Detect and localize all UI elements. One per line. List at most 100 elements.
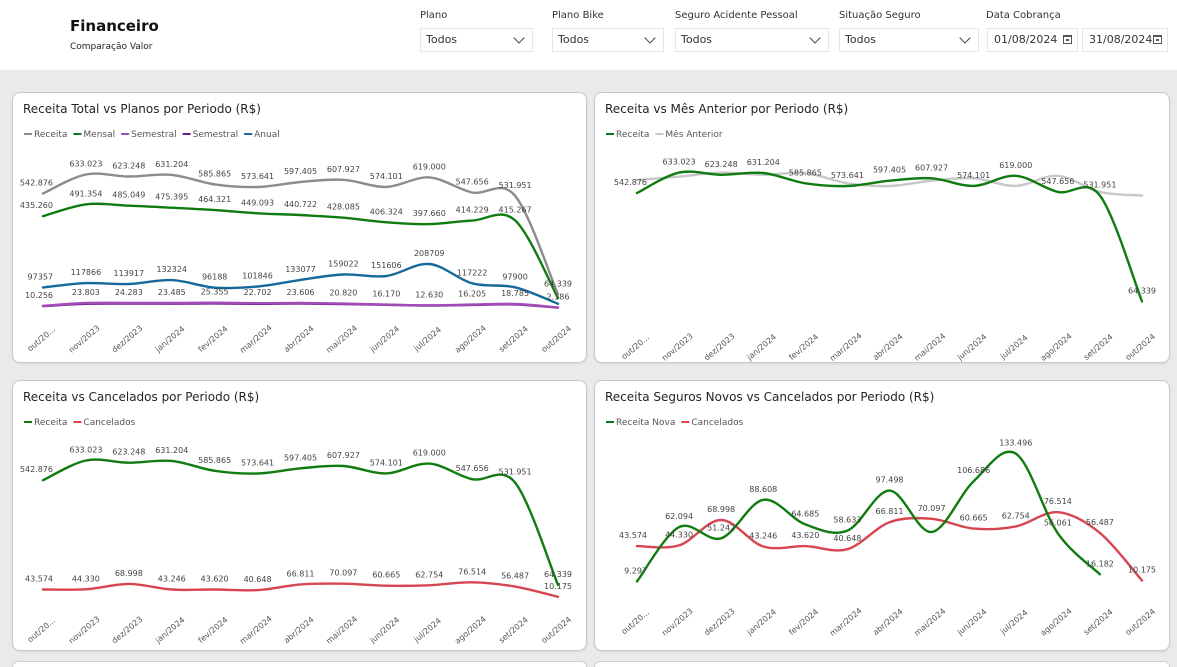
data-label: 542.876: [614, 178, 647, 187]
x-tick-label: fev/2024: [197, 324, 230, 354]
series-line[interactable]: [635, 510, 1144, 582]
data-label: 435.260: [20, 201, 53, 210]
legend-item[interactable]: Cancelados: [73, 418, 136, 428]
plano-value: Todos: [426, 33, 458, 46]
data-label: 62.754: [1002, 511, 1030, 520]
seguro-acidente-dropdown[interactable]: Todos: [675, 28, 829, 52]
series-line[interactable]: [635, 170, 1144, 303]
data-label: 70.097: [918, 504, 946, 513]
data-label: 607.927: [327, 165, 360, 174]
x-tick-label: abr/2024: [282, 324, 316, 354]
page-title: Financeiro: [70, 17, 159, 35]
legend-label: Cancelados: [83, 418, 135, 428]
date-end-input[interactable]: 31/08/2024: [1082, 28, 1168, 52]
chart-receita-mes-anterior: Receita Mês Anterior out/20... nov/2023 dez/…: [606, 129, 1157, 363]
data-label: 397.660: [413, 209, 446, 218]
data-label: 631.204: [747, 158, 780, 167]
data-label: 491.354: [69, 189, 102, 198]
data-label: 597.405: [873, 166, 906, 175]
legend-item[interactable]: Semestral: [121, 130, 177, 140]
series-line[interactable]: [635, 171, 1144, 197]
data-label: 117222: [457, 268, 488, 277]
x-tick-label: set/2024: [497, 615, 530, 645]
legend-item[interactable]: Mês Anterior: [655, 129, 723, 140]
chevron-down-icon: [959, 32, 971, 44]
plano-dropdown[interactable]: Todos: [420, 28, 533, 52]
x-tick-label: mar/2024: [238, 614, 274, 646]
data-label: 56.487: [501, 572, 529, 581]
data-label: 117866: [71, 268, 102, 277]
report-header: Financeiro Comparação Valor Plano Todos …: [0, 0, 1177, 70]
data-label: 62.094: [665, 512, 693, 521]
data-label: 133077: [285, 265, 316, 274]
legend-item[interactable]: Semestral: [182, 130, 239, 140]
legend-label: Receita: [34, 418, 67, 428]
x-tick-label: ago/2024: [1039, 606, 1074, 637]
chart-panel-receita-cancelados: Receita vs Cancelados por Periodo (R$) R…: [12, 380, 587, 651]
seguro-acidente-value: Todos: [681, 33, 713, 46]
chart-seguros-novos: Receita Nova Cancelados out/20... nov/2023 d…: [606, 418, 1157, 638]
data-label: 623.248: [705, 160, 738, 169]
data-label: 43.574: [25, 574, 53, 583]
series-line[interactable]: [41, 262, 560, 305]
data-label: 623.248: [112, 162, 145, 171]
legend-item[interactable]: Receita Nova: [606, 418, 675, 428]
x-tick-label: ago/2024: [453, 614, 488, 645]
data-label: 43.620: [791, 531, 819, 540]
data-label: 44.330: [665, 530, 693, 539]
date-start-input[interactable]: 01/08/2024: [987, 28, 1078, 52]
legend-item[interactable]: Anual: [244, 130, 280, 140]
data-label: 428.085: [327, 203, 360, 212]
plano-bike-dropdown[interactable]: Todos: [552, 28, 664, 52]
data-label: 619.000: [413, 449, 446, 458]
data-label: 22.702: [244, 288, 272, 297]
data-label: 9.297: [624, 566, 647, 575]
chevron-down-icon: [809, 32, 821, 44]
legend-label: Mensal: [83, 130, 115, 140]
series-line[interactable]: [41, 581, 560, 598]
data-label: 51.242: [707, 523, 735, 532]
calendar-icon[interactable]: [1153, 35, 1162, 44]
series-line[interactable]: [41, 458, 560, 587]
x-tick-label: dez/2023: [702, 332, 736, 363]
data-label: 133.496: [999, 439, 1032, 448]
data-label: 97357: [28, 272, 53, 281]
series-line[interactable]: [41, 202, 560, 300]
data-label: 68.998: [707, 505, 735, 514]
data-label: 96188: [202, 273, 227, 282]
legend-item[interactable]: Receita: [24, 418, 67, 428]
data-label: 62.754: [415, 570, 443, 579]
situacao-seguro-value: Todos: [845, 33, 877, 46]
legend-item[interactable]: Cancelados: [681, 418, 744, 428]
data-label: 623.248: [112, 448, 145, 457]
chart-panel-seguros-novos: Receita Seguros Novos vs Cancelados por …: [594, 380, 1170, 651]
series-line[interactable]: [635, 450, 1102, 583]
calendar-icon[interactable]: [1063, 35, 1072, 44]
data-label: 475.395: [155, 193, 188, 202]
situacao-seguro-dropdown[interactable]: Todos: [839, 28, 979, 52]
series-line[interactable]: [41, 301, 560, 309]
legend-item[interactable]: Receita: [24, 130, 67, 140]
x-tick-label: abr/2024: [871, 607, 905, 637]
data-label: 159022: [328, 259, 359, 268]
data-label: 16.182: [1086, 559, 1114, 568]
legend-item[interactable]: Receita: [606, 130, 649, 140]
data-label: 542.876: [20, 465, 53, 474]
series-line[interactable]: [41, 172, 560, 296]
page-subtitle: Comparação Valor: [70, 42, 153, 52]
x-tick-label: set/2024: [1082, 332, 1115, 362]
data-label: 597.405: [284, 167, 317, 176]
x-tick-label: mar/2024: [238, 323, 274, 355]
next-panel-edge: [12, 661, 587, 667]
x-tick-label: mai/2024: [913, 331, 948, 362]
legend-item[interactable]: Mensal: [73, 130, 115, 140]
data-label: 619.000: [999, 161, 1032, 170]
data-label: 58.633: [833, 516, 861, 525]
data-label: 64.685: [791, 509, 819, 518]
legend-label: Receita Nova: [616, 418, 675, 428]
x-tick-label: ago/2024: [453, 323, 488, 354]
x-tick-label: dez/2023: [702, 607, 736, 638]
chevron-down-icon: [513, 32, 525, 44]
data-label: 56.487: [1086, 518, 1114, 527]
x-tick-label: jan/2024: [153, 615, 187, 645]
